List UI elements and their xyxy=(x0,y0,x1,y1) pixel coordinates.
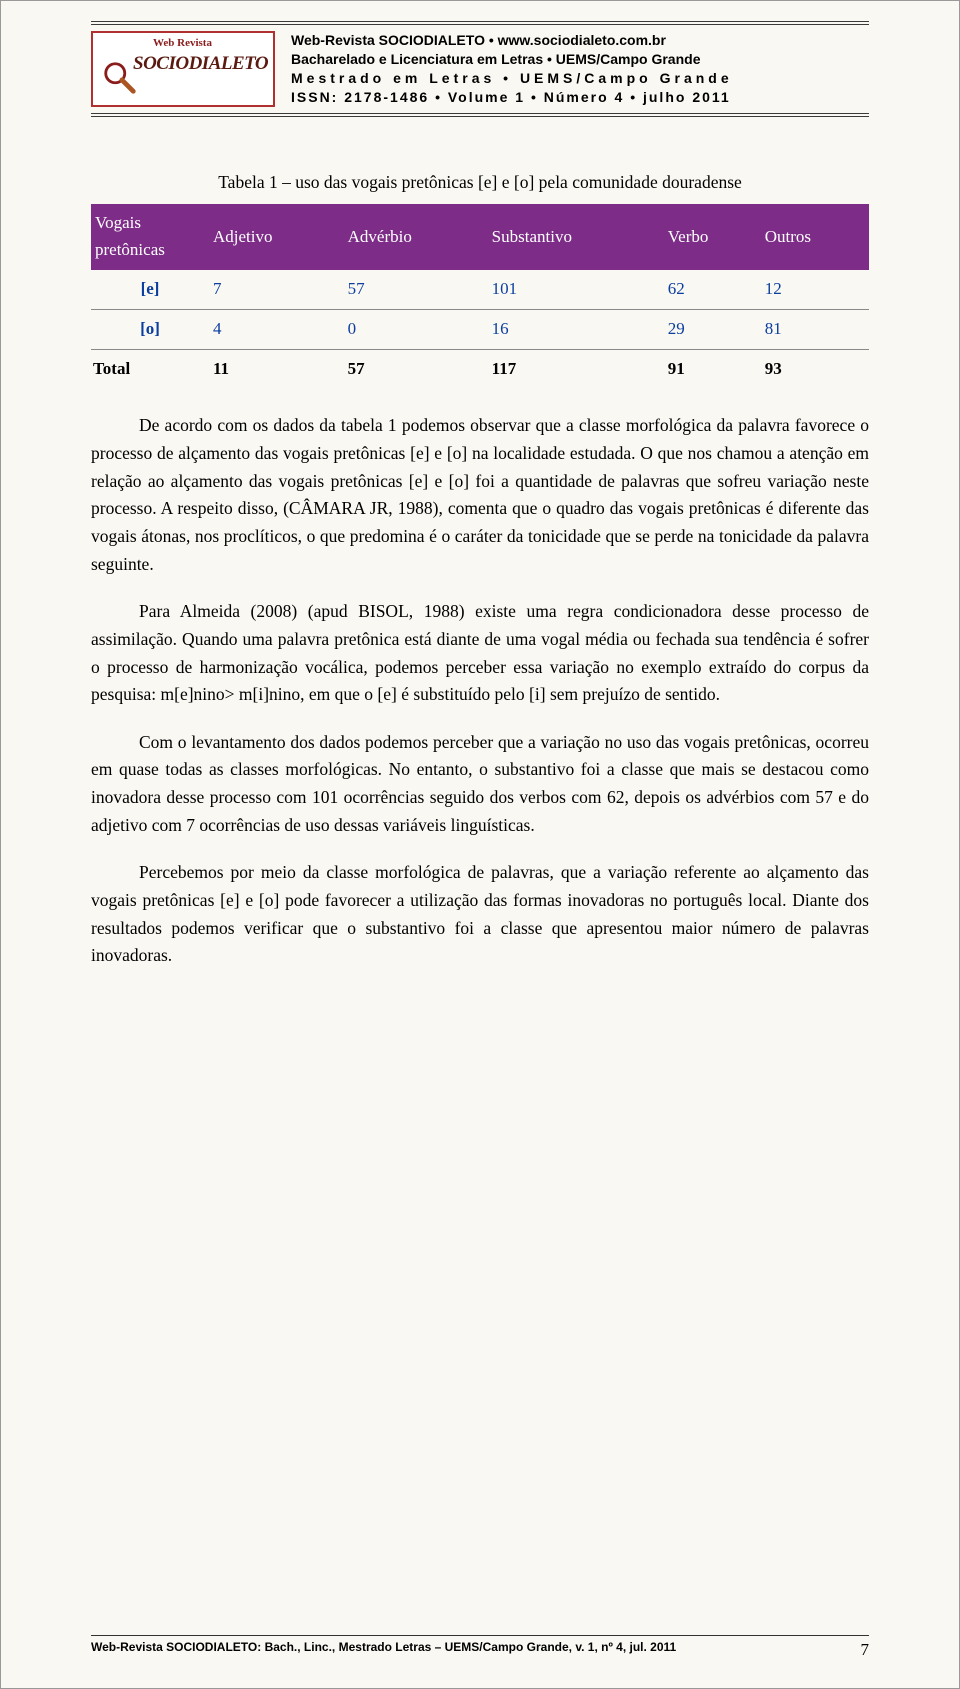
journal-logo: Web Revista SOCIODIALETO xyxy=(91,31,275,107)
vowels-table: Vogais pretônicas Adjetivo Advérbio Subs… xyxy=(91,204,869,388)
table-row: [e] 7 57 101 62 12 xyxy=(91,270,869,309)
cell: 57 xyxy=(344,270,488,309)
cell: 0 xyxy=(344,309,488,349)
row-o-label: [o] xyxy=(91,309,209,349)
cell: 62 xyxy=(664,270,761,309)
col-header-0: Vogais pretônicas xyxy=(91,204,209,270)
header-line-2: Bacharelado e Licenciatura em Letras • U… xyxy=(291,50,869,69)
cell: 57 xyxy=(344,349,488,388)
content-area: Tabela 1 – uso das vogais pretônicas [e]… xyxy=(91,117,869,970)
table-row: [o] 4 0 16 29 81 xyxy=(91,309,869,349)
document-header: Web Revista SOCIODIALETO Web-Revista SOC… xyxy=(91,21,869,117)
cell: 7 xyxy=(209,270,344,309)
cell: 12 xyxy=(761,270,869,309)
cell: 117 xyxy=(488,349,664,388)
logo-container: Web Revista SOCIODIALETO xyxy=(91,31,281,107)
page-footer: Web-Revista SOCIODIALETO: Bach., Linc., … xyxy=(91,1635,869,1660)
cell: 81 xyxy=(761,309,869,349)
header-line-4: ISSN: 2178-1486 • Volume 1 • Número 4 • … xyxy=(291,88,869,107)
logo-main-text: SOCIODIALETO xyxy=(133,53,268,75)
cell: 101 xyxy=(488,270,664,309)
paragraph-1: De acordo com os dados da tabela 1 podem… xyxy=(91,412,869,578)
col-header-4: Verbo xyxy=(664,204,761,270)
header-text-block: Web-Revista SOCIODIALETO • www.sociodial… xyxy=(291,31,869,107)
table-title: Tabela 1 – uso das vogais pretônicas [e]… xyxy=(91,169,869,197)
page: Web Revista SOCIODIALETO Web-Revista SOC… xyxy=(0,0,960,1689)
table-row-total: Total 11 57 117 91 93 xyxy=(91,349,869,388)
cell: 4 xyxy=(209,309,344,349)
cell: 16 xyxy=(488,309,664,349)
header-line-1: Web-Revista SOCIODIALETO • www.sociodial… xyxy=(291,31,869,50)
footer-text: Web-Revista SOCIODIALETO: Bach., Linc., … xyxy=(91,1640,676,1660)
col-header-1: Adjetivo xyxy=(209,204,344,270)
cell: 93 xyxy=(761,349,869,388)
row-total-label: Total xyxy=(91,349,209,388)
col-header-5: Outros xyxy=(761,204,869,270)
paragraph-2: Para Almeida (2008) (apud BISOL, 1988) e… xyxy=(91,598,869,709)
cell: 11 xyxy=(209,349,344,388)
col-header-2: Advérbio xyxy=(344,204,488,270)
col-header-3: Substantivo xyxy=(488,204,664,270)
logo-top-text: Web Revista xyxy=(153,37,212,49)
paragraph-4: Percebemos por meio da classe morfológic… xyxy=(91,859,869,970)
paragraph-3: Com o levantamento dos dados podemos per… xyxy=(91,729,869,840)
cell: 91 xyxy=(664,349,761,388)
cell: 29 xyxy=(664,309,761,349)
table-header-row: Vogais pretônicas Adjetivo Advérbio Subs… xyxy=(91,204,869,270)
page-number: 7 xyxy=(861,1640,870,1660)
row-e-label: [e] xyxy=(91,270,209,309)
header-line-3: Mestrado em Letras • UEMS/Campo Grande xyxy=(291,69,869,88)
